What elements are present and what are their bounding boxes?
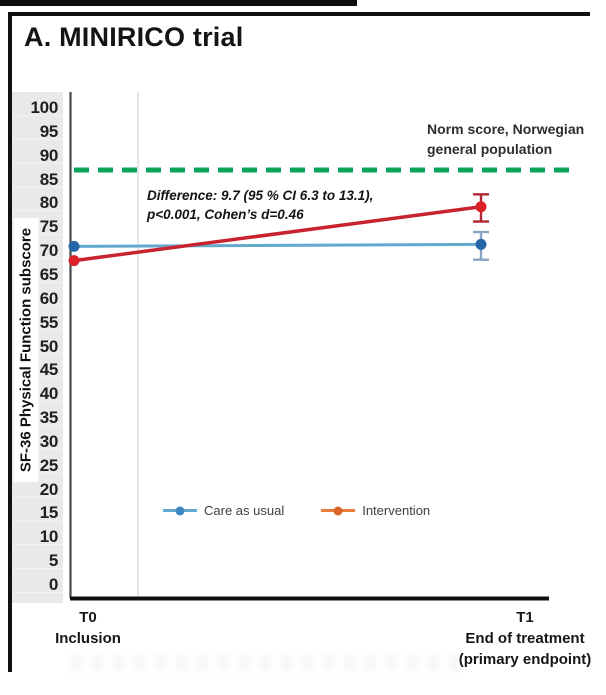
legend-dot bbox=[333, 506, 343, 515]
y-axis-title: SF-36 Physical Function subscore bbox=[13, 217, 39, 483]
y-tick-label: 60 bbox=[39, 288, 59, 308]
y-tick-label: 5 bbox=[48, 551, 58, 571]
annotation-line: p<0.001, Cohen’s d=0.46 bbox=[147, 207, 304, 222]
data-point-care-as-usual-t1 bbox=[475, 238, 487, 250]
x-tick-label-line: Inclusion bbox=[55, 630, 121, 647]
series-line-care-as-usual bbox=[73, 242, 482, 248]
legend-dot bbox=[175, 506, 185, 515]
data-point-care-as-usual-t0 bbox=[68, 240, 80, 252]
y-tick-label: 65 bbox=[39, 264, 59, 284]
y-tick-label: 80 bbox=[39, 193, 59, 213]
norm-label-line: Norm score, Norwegian bbox=[427, 121, 585, 137]
top-crop-artifact bbox=[0, 0, 357, 6]
y-tick-label: 15 bbox=[39, 503, 59, 523]
x-tick-label-line: End of treatment bbox=[465, 630, 585, 647]
data-point-intervention-t1 bbox=[475, 201, 487, 213]
x-tick-label-t0: T0 Inclusion bbox=[36, 607, 140, 649]
annotation-line: Difference: 9.7 (95 % CI 6.3 to 13.1), bbox=[147, 188, 374, 203]
y-tick-label: 40 bbox=[39, 384, 59, 404]
norm-line-label: Norm score, Norwegian general population bbox=[427, 119, 584, 159]
y-tick-label: 85 bbox=[39, 169, 59, 189]
x-tick-label-line: T1 bbox=[516, 609, 534, 626]
difference-annotation: Difference: 9.7 (95 % CI 6.3 to 13.1), p<… bbox=[147, 186, 373, 224]
y-tick-label: 30 bbox=[39, 431, 59, 451]
x-tick-label-line: (primary endpoint) bbox=[458, 651, 592, 668]
frame-left-border bbox=[8, 12, 12, 672]
y-tick-label: 0 bbox=[48, 575, 58, 594]
y-tick-label: 25 bbox=[39, 455, 59, 475]
y-axis-tick-labels: 0 5 10 15 20 25 30 35 40 45 50 55 60 65 70 75 80 85 90 95 10… bbox=[12, 0, 59, 695]
legend-label: Care as usual bbox=[204, 503, 285, 518]
panel-title: A. MINIRICO trial bbox=[24, 22, 244, 52]
y-tick-label: 20 bbox=[39, 479, 59, 499]
y-tick-label: 35 bbox=[39, 408, 59, 428]
y-tick-label: 90 bbox=[39, 145, 59, 165]
y-tick-label: 50 bbox=[39, 336, 59, 356]
legend-item-care-as-usual: Care as usual bbox=[163, 503, 284, 518]
norm-label-line: general population bbox=[427, 141, 553, 157]
y-tick-label: 70 bbox=[39, 241, 59, 261]
frame-top-border bbox=[8, 12, 590, 16]
legend-line-marker bbox=[163, 506, 197, 515]
y-tick-label: 95 bbox=[39, 121, 59, 141]
data-point-intervention-t0 bbox=[68, 255, 80, 267]
series-line-intervention bbox=[73, 205, 482, 263]
y-tick-label: 55 bbox=[39, 312, 59, 332]
legend-item-intervention: Intervention bbox=[321, 503, 430, 518]
y-tick-label: 45 bbox=[39, 360, 59, 380]
y-tick-label: 100 bbox=[30, 98, 59, 117]
x-tick-label-t1: T1 End of treatment (primary endpoint) bbox=[415, 607, 606, 670]
y-tick-label: 10 bbox=[39, 527, 59, 547]
legend-label: Intervention bbox=[362, 503, 431, 518]
y-tick-label: 75 bbox=[39, 217, 59, 237]
legend: Care as usual Intervention bbox=[163, 503, 430, 518]
legend-line-marker bbox=[321, 506, 356, 515]
erased-text-artifact bbox=[70, 655, 470, 671]
x-tick-label-line: T0 bbox=[79, 609, 97, 626]
